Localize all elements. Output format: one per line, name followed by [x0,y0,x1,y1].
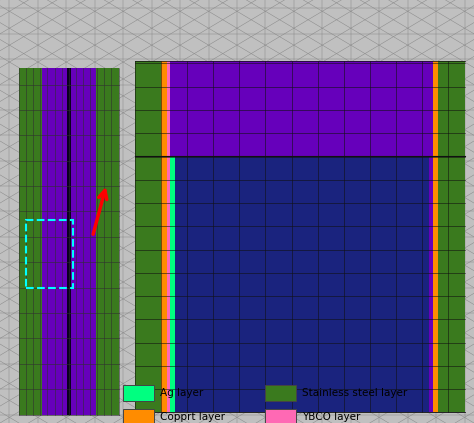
Bar [123,409,154,423]
Text: Ag layer: Ag layer [160,388,203,398]
Text: Copprt layer: Copprt layer [160,412,225,422]
Bar [433,61,438,412]
Bar [161,61,438,156]
Bar [265,385,296,401]
Bar [170,156,175,412]
Bar [26,220,73,288]
Bar [39,68,42,415]
Bar [40,68,97,415]
Text: Stainless steel layer: Stainless steel layer [302,388,407,398]
Bar [429,61,433,412]
Text: YBCO layer: YBCO layer [302,412,360,422]
Bar [135,61,465,412]
Bar [175,61,429,156]
Bar [161,61,167,412]
Bar [96,68,99,415]
Bar [265,409,296,423]
Bar [167,61,170,412]
Bar [123,385,154,401]
Bar [175,156,429,412]
Bar [161,156,438,412]
Bar [67,68,71,415]
Bar [170,61,175,156]
Bar [19,68,118,415]
